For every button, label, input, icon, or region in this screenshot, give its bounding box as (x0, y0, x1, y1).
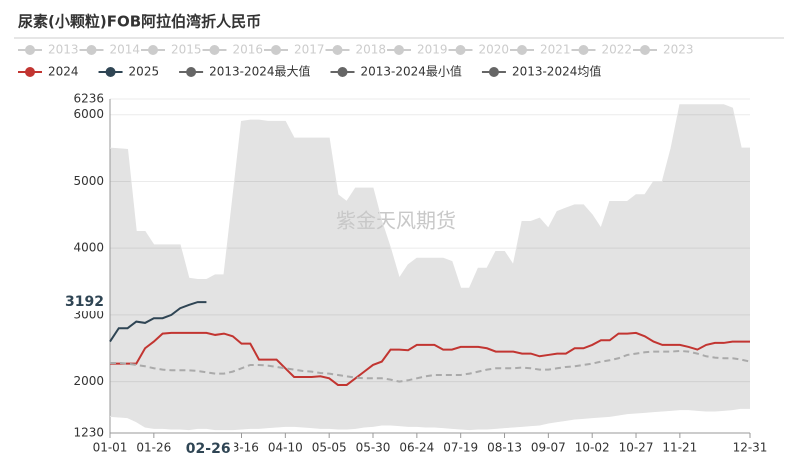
series-line (110, 349, 751, 383)
x-tick-label: 05-30 (356, 441, 391, 455)
legend-icon (105, 67, 116, 77)
legend-icon (209, 45, 220, 55)
legend-icon (148, 45, 158, 55)
legend-label: 2015 (171, 43, 202, 57)
legend-label: 2021 (540, 43, 571, 57)
x-tick-label: 10-27 (619, 441, 654, 455)
pointer-x-label: 02-26 (186, 441, 231, 457)
legend-label: 2023 (663, 43, 694, 57)
x-tick-label: 04-10 (268, 441, 303, 455)
y-tick-label: 6000 (73, 107, 104, 121)
series-line (109, 301, 207, 343)
legend-label: 2024 (48, 65, 79, 79)
pointer-bg (186, 439, 235, 457)
legend-icon (86, 45, 97, 55)
legend-icon (186, 67, 197, 77)
legend-icon (25, 67, 35, 77)
x-tick-label: 12-31 (733, 441, 768, 455)
legend-label: 2013-2024最大值 (209, 64, 310, 79)
y-tick-label: 2000 (73, 374, 104, 388)
band-edge (109, 407, 750, 431)
legend-label: 2025 (129, 65, 160, 79)
legend-label: 2014 (110, 43, 141, 57)
x-tick-label: 01-01 (93, 441, 128, 455)
y-tick-label: 1230 (73, 426, 104, 440)
watermark: 紫金天风期货 (336, 209, 456, 233)
legend-icon (488, 67, 499, 77)
legend-icon (337, 67, 348, 77)
legend-icon (332, 45, 343, 55)
legend-icon (578, 45, 589, 55)
legend-label: 2013-2024均值 (512, 64, 601, 79)
legend-icon (455, 45, 466, 55)
x-tick-label: 07-19 (443, 441, 478, 455)
legend-label: 2016 (233, 43, 264, 57)
x-tick-label: 08-13 (487, 441, 522, 455)
x-tick-label: 09-07 (531, 441, 566, 455)
x-tick-label: 10-02 (575, 441, 610, 455)
y-tick-label: 5000 (73, 174, 104, 188)
legend-icon (271, 45, 281, 55)
legend-label: 2019 (417, 43, 448, 57)
legend-icon (394, 45, 404, 55)
pointer-y-label: 3192 (65, 294, 104, 310)
legend-label: 2020 (479, 43, 510, 57)
range-band (110, 104, 750, 430)
series-line (110, 331, 750, 386)
legend-label: 2013-2024最小值 (361, 64, 462, 79)
x-tick-label: 01-26 (136, 441, 171, 455)
legend-label: 2018 (356, 43, 387, 57)
legend-label: 2013 (48, 43, 79, 57)
band-edge (109, 104, 750, 289)
y-tick-label: 4000 (73, 241, 104, 255)
legend-label: 2022 (602, 43, 633, 57)
x-tick-label: 06-24 (399, 441, 434, 455)
legend-icon (25, 45, 35, 55)
legend-label: 2017 (294, 43, 325, 57)
x-tick-label: 05-05 (312, 441, 347, 455)
pointer-bg (64, 293, 106, 312)
legend-icon (517, 45, 527, 55)
chart-title: 尿素(小颗粒)FOB阿拉伯湾折人民币 (18, 13, 261, 31)
y-tick-label: 6236 (73, 92, 104, 106)
legend-icon (640, 45, 650, 55)
x-tick-label: 11-21 (662, 441, 697, 455)
